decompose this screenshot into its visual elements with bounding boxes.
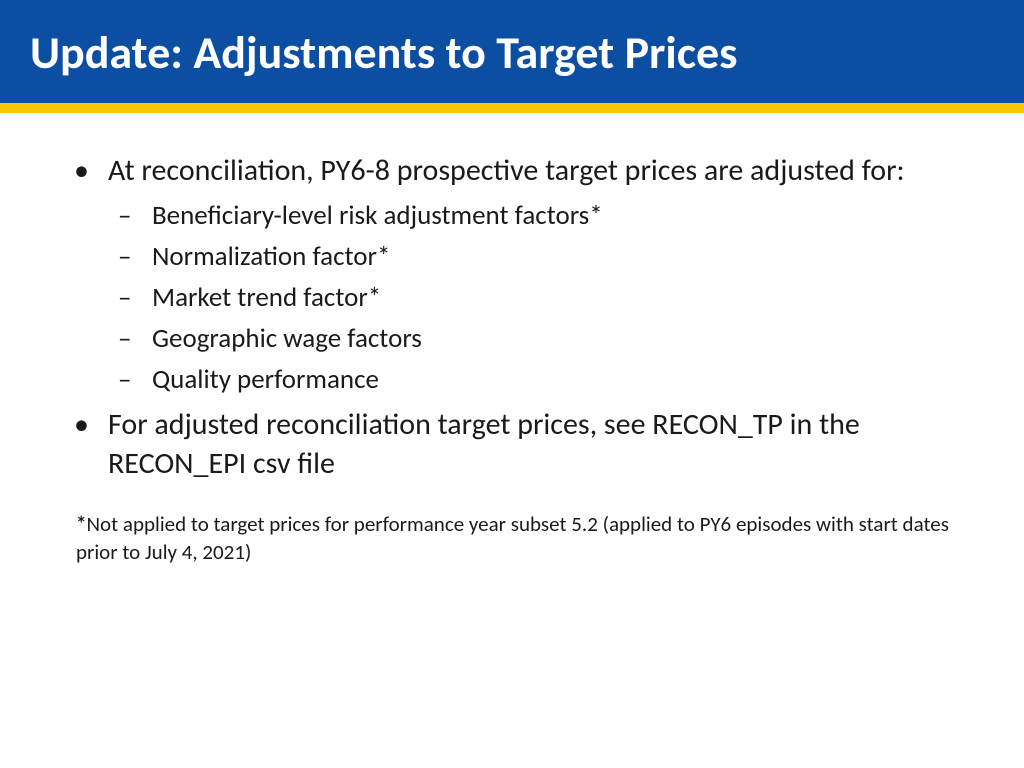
sub-bullet-list: Beneficiary-level risk adjustment factor… bbox=[108, 196, 964, 400]
sub-bullet-item: Geographic wage factors bbox=[108, 319, 964, 358]
footnote-text: Not applied to target prices for perform… bbox=[76, 511, 949, 564]
footnote-marker: * bbox=[76, 511, 86, 537]
sub-bullet-item: Market trend factor* bbox=[108, 278, 964, 317]
slide-header: Update: Adjustments to Target Prices bbox=[0, 0, 1024, 103]
footnote: *Not applied to target prices for perfor… bbox=[60, 511, 964, 566]
accent-bar bbox=[0, 103, 1024, 113]
sub-bullet-item: Beneficiary-level risk adjustment factor… bbox=[108, 196, 964, 235]
bullet-list: At reconciliation, PY6-8 prospective tar… bbox=[60, 151, 964, 484]
slide-body: At reconciliation, PY6-8 prospective tar… bbox=[0, 113, 1024, 566]
bullet-item: At reconciliation, PY6-8 prospective tar… bbox=[60, 151, 964, 400]
bullet-text: For adjusted reconciliation target price… bbox=[108, 406, 860, 482]
bullet-item: For adjusted reconciliation target price… bbox=[60, 405, 964, 483]
sub-bullet-item: Normalization factor* bbox=[108, 237, 964, 276]
slide-title: Update: Adjustments to Target Prices bbox=[30, 28, 994, 79]
bullet-text: At reconciliation, PY6-8 prospective tar… bbox=[108, 152, 905, 189]
sub-bullet-item: Quality performance bbox=[108, 360, 964, 399]
